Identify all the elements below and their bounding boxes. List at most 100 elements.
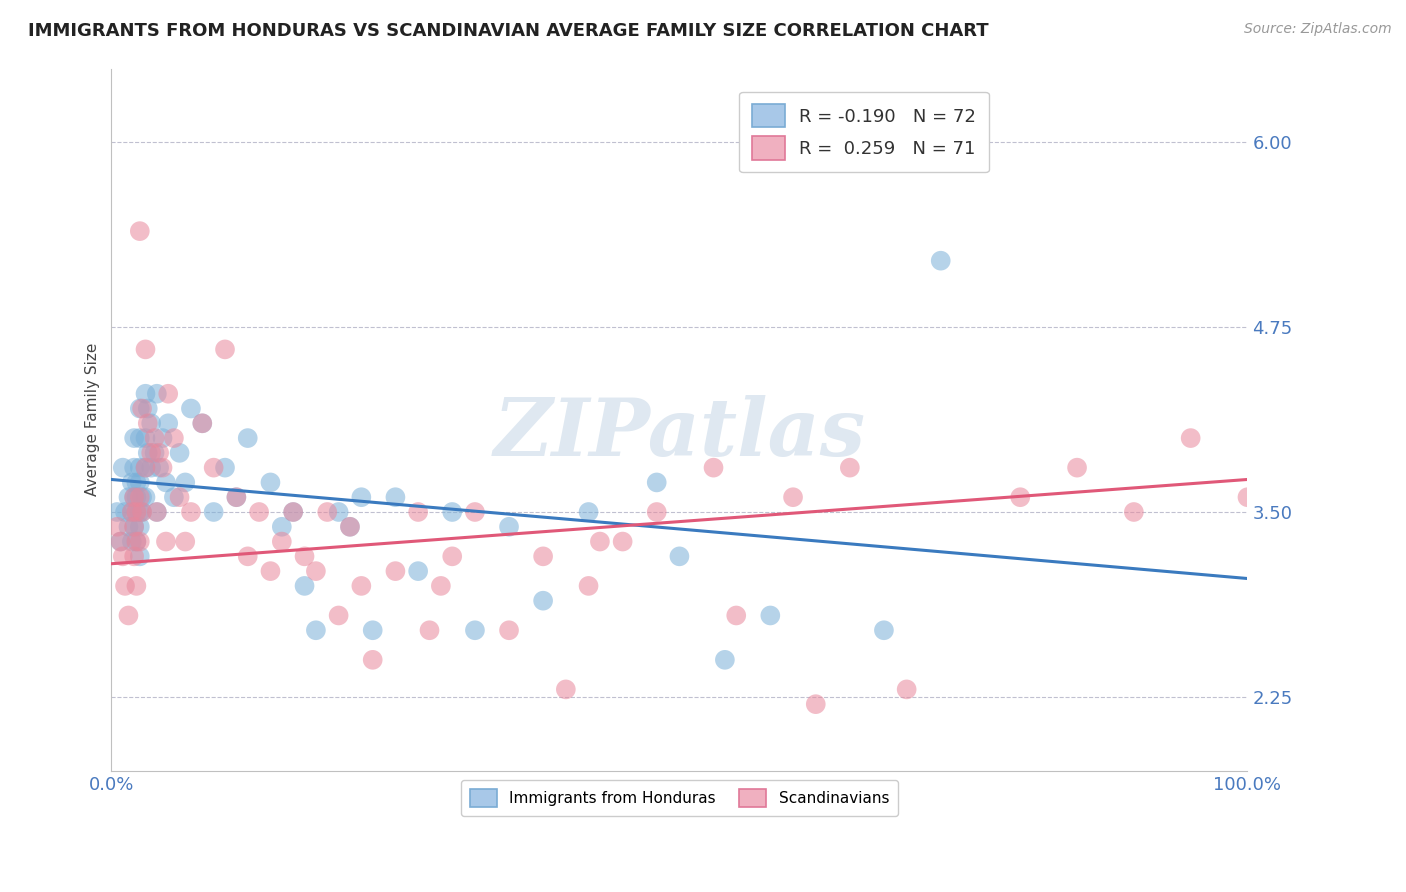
Point bbox=[202, 505, 225, 519]
Point bbox=[384, 490, 406, 504]
Point bbox=[122, 460, 145, 475]
Point bbox=[131, 505, 153, 519]
Point bbox=[134, 431, 156, 445]
Point bbox=[134, 460, 156, 475]
Point bbox=[283, 505, 305, 519]
Text: Source: ZipAtlas.com: Source: ZipAtlas.com bbox=[1244, 22, 1392, 37]
Point bbox=[105, 520, 128, 534]
Point bbox=[339, 520, 361, 534]
Point bbox=[305, 624, 328, 638]
Point bbox=[117, 520, 139, 534]
Point bbox=[134, 460, 156, 475]
Point bbox=[136, 401, 159, 416]
Point bbox=[498, 520, 520, 534]
Point bbox=[406, 564, 429, 578]
Point bbox=[125, 490, 148, 504]
Point bbox=[141, 446, 163, 460]
Point bbox=[782, 490, 804, 504]
Point bbox=[236, 549, 259, 564]
Point bbox=[134, 490, 156, 504]
Point bbox=[128, 490, 150, 504]
Text: IMMIGRANTS FROM HONDURAS VS SCANDINAVIAN AVERAGE FAMILY SIZE CORRELATION CHART: IMMIGRANTS FROM HONDURAS VS SCANDINAVIAN… bbox=[28, 22, 988, 40]
Point bbox=[328, 608, 350, 623]
Point bbox=[180, 401, 202, 416]
Point bbox=[247, 505, 270, 519]
Point bbox=[441, 505, 464, 519]
Point bbox=[896, 682, 918, 697]
Point bbox=[169, 446, 191, 460]
Point bbox=[134, 343, 156, 357]
Point bbox=[128, 401, 150, 416]
Point bbox=[612, 534, 634, 549]
Point bbox=[110, 534, 132, 549]
Point bbox=[155, 475, 177, 490]
Point bbox=[125, 534, 148, 549]
Point bbox=[143, 431, 166, 445]
Point bbox=[804, 697, 827, 711]
Point bbox=[294, 549, 316, 564]
Point bbox=[714, 653, 737, 667]
Point bbox=[294, 579, 316, 593]
Point bbox=[645, 475, 668, 490]
Point bbox=[141, 460, 163, 475]
Point bbox=[131, 490, 153, 504]
Point bbox=[125, 579, 148, 593]
Point bbox=[169, 490, 191, 504]
Point bbox=[146, 505, 169, 519]
Point bbox=[191, 417, 214, 431]
Point bbox=[152, 460, 174, 475]
Point bbox=[270, 534, 292, 549]
Point bbox=[121, 505, 143, 519]
Point bbox=[110, 534, 132, 549]
Point bbox=[122, 490, 145, 504]
Text: ZIPatlas: ZIPatlas bbox=[494, 395, 866, 473]
Point bbox=[225, 490, 247, 504]
Point bbox=[180, 505, 202, 519]
Point bbox=[148, 460, 170, 475]
Point bbox=[339, 520, 361, 534]
Point bbox=[125, 475, 148, 490]
Point bbox=[128, 460, 150, 475]
Point bbox=[141, 417, 163, 431]
Point bbox=[105, 505, 128, 519]
Point bbox=[122, 490, 145, 504]
Point bbox=[759, 608, 782, 623]
Point bbox=[668, 549, 690, 564]
Point bbox=[361, 653, 384, 667]
Point bbox=[128, 431, 150, 445]
Point bbox=[1010, 490, 1032, 504]
Point bbox=[236, 431, 259, 445]
Point bbox=[464, 505, 486, 519]
Point bbox=[316, 505, 339, 519]
Point bbox=[128, 505, 150, 519]
Point bbox=[122, 431, 145, 445]
Point bbox=[202, 460, 225, 475]
Point bbox=[122, 549, 145, 564]
Point bbox=[146, 386, 169, 401]
Point bbox=[174, 475, 197, 490]
Point bbox=[122, 520, 145, 534]
Point bbox=[1180, 431, 1202, 445]
Point bbox=[128, 475, 150, 490]
Point bbox=[131, 401, 153, 416]
Point bbox=[283, 505, 305, 519]
Point bbox=[1236, 490, 1258, 504]
Point bbox=[418, 624, 440, 638]
Point bbox=[134, 386, 156, 401]
Point bbox=[361, 624, 384, 638]
Point bbox=[578, 505, 600, 519]
Point bbox=[531, 549, 554, 564]
Point bbox=[128, 520, 150, 534]
Point bbox=[131, 505, 153, 519]
Point bbox=[136, 417, 159, 431]
Point bbox=[259, 564, 281, 578]
Point bbox=[128, 224, 150, 238]
Point bbox=[350, 579, 373, 593]
Point bbox=[136, 446, 159, 460]
Point bbox=[430, 579, 453, 593]
Point bbox=[121, 475, 143, 490]
Point bbox=[725, 608, 748, 623]
Point bbox=[146, 505, 169, 519]
Point bbox=[163, 431, 186, 445]
Point bbox=[128, 549, 150, 564]
